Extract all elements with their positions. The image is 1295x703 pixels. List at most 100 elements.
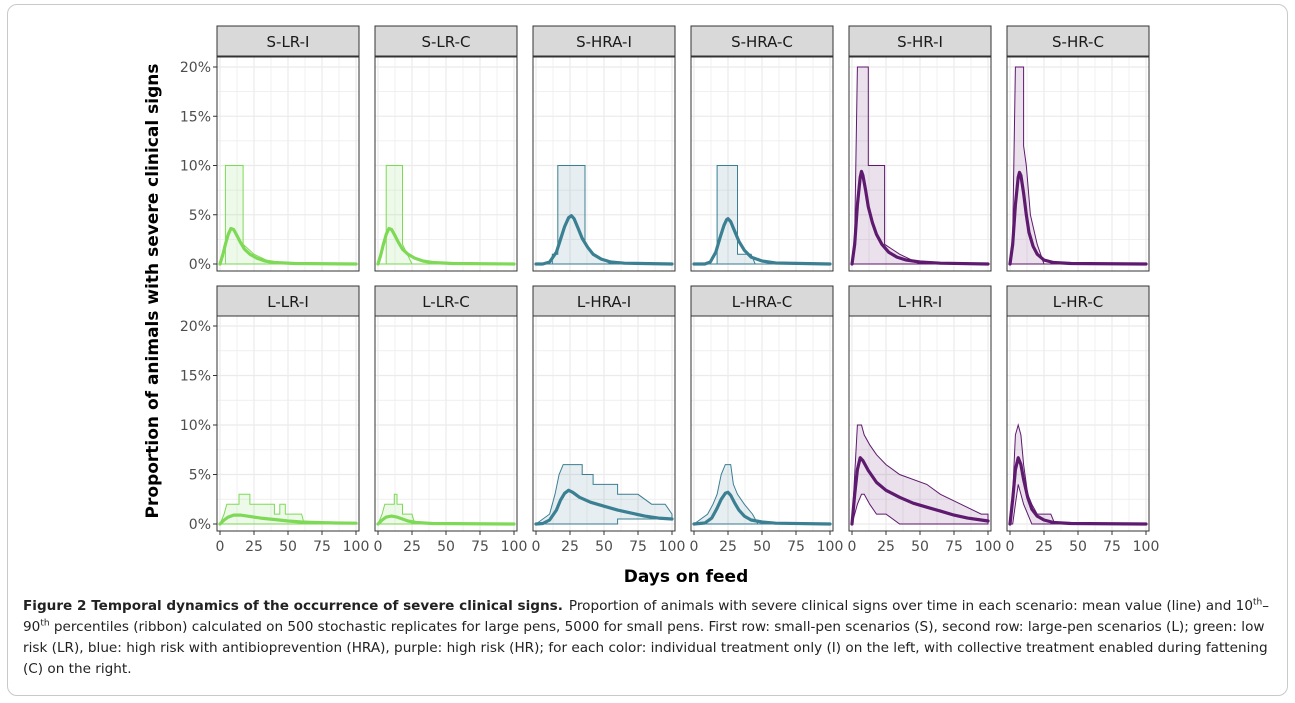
y-tick-label: 10% bbox=[180, 159, 211, 175]
x-tick-label: 100 bbox=[817, 539, 844, 555]
x-tick-label: 25 bbox=[719, 539, 737, 555]
y-tick-label: 0% bbox=[189, 517, 211, 533]
x-tick-label: 75 bbox=[471, 539, 489, 555]
y-tick-label: 15% bbox=[180, 109, 211, 125]
mean-line bbox=[850, 169, 990, 266]
panel-border bbox=[532, 56, 676, 272]
mean-line bbox=[218, 513, 358, 526]
x-tick-label: 0 bbox=[532, 539, 541, 555]
panel-border bbox=[216, 56, 360, 272]
x-tick-label: 50 bbox=[279, 539, 297, 555]
mean-line bbox=[850, 456, 990, 526]
percentile-ribbon bbox=[534, 464, 673, 525]
x-tick-label: 0 bbox=[1006, 539, 1015, 555]
grid-lines bbox=[691, 316, 833, 531]
x-tick-label: 75 bbox=[787, 539, 805, 555]
x-tick-label: 0 bbox=[848, 539, 857, 555]
y-axis-title: Proportion of animals with severe clinic… bbox=[143, 64, 163, 519]
caption-sup-2: th bbox=[40, 618, 50, 629]
x-tick-label: 0 bbox=[216, 539, 225, 555]
x-tick-label: 100 bbox=[975, 539, 1002, 555]
facet-strip bbox=[848, 25, 992, 57]
facet-strip-label: L-HR-C bbox=[1053, 293, 1104, 311]
y-tick-label: 20% bbox=[180, 60, 211, 76]
caption-text-3: percentiles (ribbon) calculated on 500 s… bbox=[23, 619, 1268, 677]
caption-text-1: Proportion of animals with severe clinic… bbox=[568, 598, 1253, 614]
facet-strip bbox=[374, 25, 518, 57]
x-axis-ticks: 0 25 50 75 100 0 25 50 75 100 0 25 50 75 100 0 25 50 75 100… bbox=[216, 531, 1160, 555]
facet-strip-label: S-HRA-C bbox=[731, 33, 793, 51]
facet-panel: S-LR-I bbox=[216, 25, 360, 272]
percentile-ribbon bbox=[378, 165, 514, 265]
y-tick-label: 15% bbox=[180, 369, 211, 385]
facet-strip-label: L-LR-I bbox=[267, 293, 309, 311]
grid-lines bbox=[533, 316, 675, 531]
y-tick-label: 10% bbox=[180, 418, 211, 434]
x-tick-label: 50 bbox=[437, 539, 455, 555]
facet-strip bbox=[532, 25, 676, 57]
facet-strip-label: S-HR-I bbox=[897, 33, 943, 51]
facet-panel: S-LR-C bbox=[374, 25, 518, 272]
x-tick-label: 50 bbox=[911, 539, 929, 555]
panel-border bbox=[1006, 56, 1150, 272]
facet-strip-label: L-HRA-C bbox=[732, 293, 792, 311]
facet-panel: L-HRA-C bbox=[690, 285, 834, 532]
x-tick-label: 25 bbox=[245, 539, 263, 555]
facet-strip bbox=[532, 285, 676, 317]
x-tick-label: 50 bbox=[753, 539, 771, 555]
x-tick-label: 25 bbox=[877, 539, 895, 555]
facet-strip bbox=[216, 285, 360, 317]
x-tick-label: 0 bbox=[690, 539, 699, 555]
y-tick-label: 20% bbox=[180, 319, 211, 335]
x-tick-label: 100 bbox=[1133, 539, 1160, 555]
x-tick-label: 25 bbox=[403, 539, 421, 555]
y-tick-label: 5% bbox=[189, 468, 211, 484]
grid-lines bbox=[217, 316, 359, 531]
figure-frame bbox=[7, 4, 1288, 696]
mean-line bbox=[376, 226, 516, 266]
facet-strip-label: L-HRA-I bbox=[577, 293, 631, 311]
grid-lines bbox=[375, 316, 517, 531]
x-tick-label: 100 bbox=[659, 539, 686, 555]
y-axis-ticks: 0% 5% 10% 15% 20% 0% 5% 10% 15% 20% bbox=[180, 60, 217, 533]
figure-caption: Figure 2 Temporal dynamics of the occurr… bbox=[23, 596, 1273, 680]
facet-panel: S-HR-I bbox=[848, 25, 992, 272]
caption-text-2: –90 bbox=[23, 598, 1270, 635]
x-tick-label: 100 bbox=[343, 539, 370, 555]
mean-line bbox=[534, 214, 674, 266]
x-tick-label: 0 bbox=[374, 539, 383, 555]
x-tick-label: 75 bbox=[1103, 539, 1121, 555]
facet-panel: L-LR-C bbox=[374, 285, 518, 532]
y-tick-label: 0% bbox=[189, 257, 211, 273]
mean-line bbox=[376, 514, 516, 526]
figure-chart: S-LR-I S-LR-C S-HRA-I S-HRA-C S-HR-I S-HR-C L-… bbox=[143, 25, 1160, 587]
mean-line bbox=[1008, 170, 1148, 266]
facet-panel: L-HR-C bbox=[1006, 285, 1150, 532]
mean-line bbox=[1008, 456, 1148, 526]
percentile-ribbon bbox=[851, 424, 989, 525]
facet-strip-label: L-HR-I bbox=[898, 293, 942, 311]
percentile-ribbon bbox=[694, 165, 830, 265]
facet-strip-label: S-HR-C bbox=[1052, 33, 1104, 51]
x-tick-label: 25 bbox=[561, 539, 579, 555]
caption-title: Figure 2 Temporal dynamics of the occurr… bbox=[23, 598, 563, 614]
x-tick-label: 25 bbox=[1035, 539, 1053, 555]
facet-panels: S-LR-I S-LR-C S-HRA-I S-HRA-C S-HR-I S-HR-C L-… bbox=[216, 25, 1150, 532]
facet-strip-label: S-LR-I bbox=[267, 33, 310, 51]
facet-strip bbox=[216, 25, 360, 57]
mean-line bbox=[692, 490, 832, 526]
percentile-ribbon bbox=[692, 464, 830, 525]
facet-strip bbox=[848, 285, 992, 317]
grid-lines bbox=[1007, 316, 1149, 531]
grid-lines bbox=[691, 57, 833, 271]
panel-border bbox=[374, 56, 518, 272]
x-tick-label: 50 bbox=[595, 539, 613, 555]
facet-strip-label: S-HRA-I bbox=[576, 33, 632, 51]
facet-strip bbox=[1006, 285, 1150, 317]
facet-panel: L-HR-I bbox=[848, 285, 992, 532]
facet-panel: S-HRA-I bbox=[532, 25, 676, 272]
percentile-ribbon bbox=[377, 493, 514, 525]
mean-line bbox=[534, 488, 674, 526]
facet-strip bbox=[690, 25, 834, 57]
facet-panel: L-LR-I bbox=[216, 285, 360, 532]
